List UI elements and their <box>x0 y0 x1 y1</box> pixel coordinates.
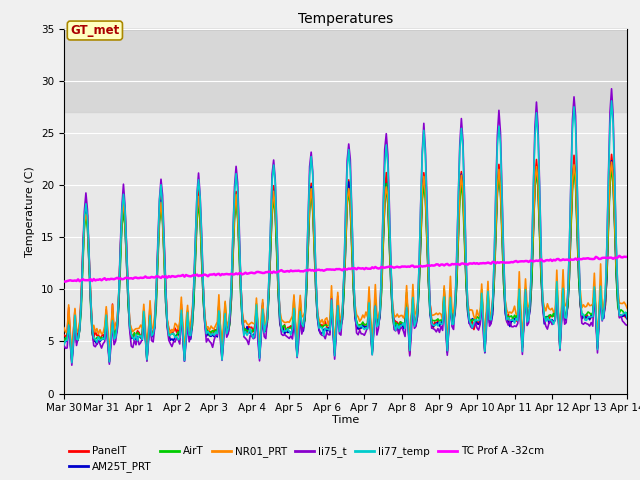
X-axis label: Time: Time <box>332 415 359 425</box>
Title: Temperatures: Temperatures <box>298 12 393 26</box>
Text: GT_met: GT_met <box>70 24 120 37</box>
Legend: PanelT, AM25T_PRT, AirT, NR01_PRT, li75_t, li77_temp, TC Prof A -32cm: PanelT, AM25T_PRT, AirT, NR01_PRT, li75_… <box>69 446 545 472</box>
Bar <box>64 29 627 112</box>
Y-axis label: Temperature (C): Temperature (C) <box>26 166 35 257</box>
